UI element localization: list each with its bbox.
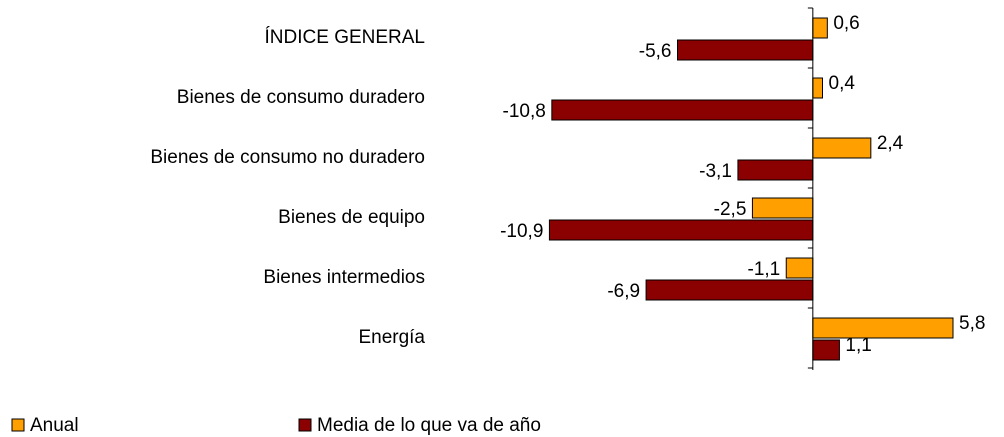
bar bbox=[548, 219, 814, 241]
value-label: -5,6 bbox=[639, 41, 672, 62]
legend-label: Anual bbox=[30, 415, 79, 436]
value-label: 1,1 bbox=[845, 335, 871, 356]
value-label: -10,9 bbox=[500, 221, 543, 242]
bar bbox=[812, 339, 840, 361]
value-label: -1,1 bbox=[748, 259, 781, 280]
value-label: -10,8 bbox=[503, 101, 546, 122]
legend-label: Media de lo que va de año bbox=[317, 415, 541, 436]
category-label: Energía bbox=[358, 327, 425, 348]
category-label: Bienes intermedios bbox=[263, 267, 425, 288]
value-label: -3,1 bbox=[699, 161, 732, 182]
value-label: 0,4 bbox=[829, 73, 856, 94]
bar bbox=[785, 257, 814, 279]
legend-swatch bbox=[298, 418, 312, 432]
legend-swatch bbox=[11, 418, 25, 432]
bar bbox=[751, 197, 814, 219]
value-label: 2,4 bbox=[877, 133, 904, 154]
bar bbox=[812, 137, 872, 159]
bar bbox=[737, 159, 814, 181]
bar bbox=[677, 39, 814, 61]
bar bbox=[812, 77, 823, 99]
bar bbox=[812, 17, 828, 39]
value-label: 5,8 bbox=[959, 313, 985, 334]
category-label: Bienes de equipo bbox=[278, 207, 425, 228]
value-label: 0,6 bbox=[833, 13, 859, 34]
value-label: -6,9 bbox=[607, 281, 640, 302]
bar bbox=[645, 279, 814, 301]
bar bbox=[551, 99, 814, 121]
category-label: ÍNDICE GENERAL bbox=[265, 27, 425, 48]
bar bbox=[812, 317, 954, 339]
category-label: Bienes de consumo no duradero bbox=[150, 147, 425, 168]
category-label: Bienes de consumo duradero bbox=[177, 87, 425, 108]
value-label: -2,5 bbox=[714, 199, 747, 220]
